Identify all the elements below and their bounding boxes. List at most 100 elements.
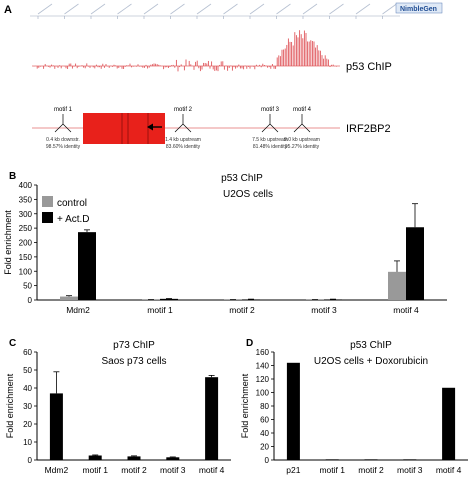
motif-identity: 81.48% identity [253,144,288,150]
chart-title: p53 ChIP [221,173,263,184]
x-tick-label: motif 3 [397,465,423,475]
y-tick-label: 50 [23,366,32,375]
x-tick-label: motif 3 [160,465,186,475]
bar [60,296,78,300]
y-tick-label: 60 [260,416,269,425]
x-tick-label: Mdm2 [45,465,69,475]
bar [49,393,63,460]
motif-marker: motif 3 7.5 kb upstream 81.48% identity [252,107,288,150]
irf2bp2-track-label: IRF2BP2 [346,123,391,135]
y-tick-label: 0 [28,296,33,305]
motif-distance: 0.4 kb downstr. [46,137,80,143]
chart-title: p73 ChIP [113,340,155,351]
ruler-tick-label [117,3,132,15]
panel-letter-a: A [4,4,12,16]
y-tick-label: 120 [256,375,270,384]
motif-name: motif 3 [261,107,280,113]
motif-distance: 9.0 kb upstream [284,137,320,143]
bar [325,459,339,460]
y-tick-label: 40 [23,384,32,393]
nimblegen-logo: NimbleGen [395,2,443,14]
bar [160,298,178,300]
motif-name: motif 1 [54,107,73,113]
panel-letter: B [9,171,16,182]
x-tick-label: motif 1 [319,465,345,475]
bar [388,271,406,300]
bar [364,459,378,460]
legend-label: control [57,198,87,209]
ruler-tick-label [90,3,106,15]
y-tick-label: 20 [23,420,32,429]
genome-browser-ruler [30,3,400,19]
y-tick-label: 300 [19,210,33,219]
motif-identity: 98.57% identity [46,144,81,150]
motif-distance: 1.4 kb upstream [165,137,201,143]
x-tick-label: motif 1 [147,305,173,315]
ruler-tick-label [170,3,185,15]
y-tick-label: 150 [19,253,33,262]
motif-marker: motif 4 9.0 kb upstream 95.27% identity [284,107,320,150]
bar [403,459,417,460]
bar [406,227,424,300]
x-tick-label: motif 1 [82,465,108,475]
ruler-tick-label [196,3,212,15]
ruler-tick-label [329,3,344,15]
x-tick-label: motif 2 [358,465,384,475]
chip-signal-peaks [33,30,337,72]
motif-marker: motif 1 0.4 kb downstr. 98.57% identity [46,107,81,150]
chart-subtitle: U2OS cells [223,189,273,200]
y-tick-label: 140 [256,362,270,371]
bar [324,299,342,300]
motif-identity: 95.27% identity [285,144,320,150]
legend-swatch [42,212,53,223]
ruler-tick-label [355,3,371,15]
bar [88,455,102,460]
ruler-tick-label [223,3,238,15]
chart-title: p53 ChIP [350,340,392,351]
ruler-tick-label [37,3,53,15]
x-tick-label: motif 3 [311,305,337,315]
x-tick-label: motif 2 [229,305,255,315]
x-tick-label: p21 [286,465,300,475]
y-tick-label: 10 [23,438,32,447]
y-tick-label: 100 [19,267,33,276]
x-tick-label: motif 2 [121,465,147,475]
y-tick-label: 0 [265,456,270,465]
bar [78,232,96,300]
y-tick-label: 30 [23,402,32,411]
motif-identity: 83.60% identity [166,144,201,150]
ruler-tick-label [302,3,318,15]
bar [242,299,260,300]
ruler-tick-label [143,3,159,15]
y-tick-label: 200 [19,239,33,248]
y-tick-label: 400 [19,181,33,190]
bar [127,456,141,460]
ruler-tick-label [64,3,79,15]
y-axis-label: Fold enrichment [5,373,15,438]
bar [442,387,456,460]
legend-swatch [42,196,53,207]
motif-distance: 7.5 kb upstream [252,137,288,143]
x-tick-label: motif 4 [393,305,419,315]
x-tick-label: motif 4 [199,465,225,475]
y-tick-label: 50 [23,282,32,291]
x-tick-label: Mdm2 [66,305,90,315]
legend-label: + Act.D [57,214,90,225]
p53-chip-track-label: p53 ChIP [346,61,392,73]
y-tick-label: 20 [260,443,269,452]
chart-subtitle: U2OS cells + Doxorubicin [314,356,428,367]
y-tick-label: 350 [19,195,33,204]
y-axis-label: Fold enrichment [240,373,250,438]
y-tick-label: 0 [28,456,33,465]
ruler-tick-label [382,3,397,15]
y-tick-label: 40 [260,429,269,438]
ruler-tick-label [249,3,265,15]
y-tick-label: 60 [23,348,32,357]
y-tick-label: 80 [260,402,269,411]
y-tick-label: 100 [256,389,270,398]
y-tick-label: 160 [256,348,270,357]
